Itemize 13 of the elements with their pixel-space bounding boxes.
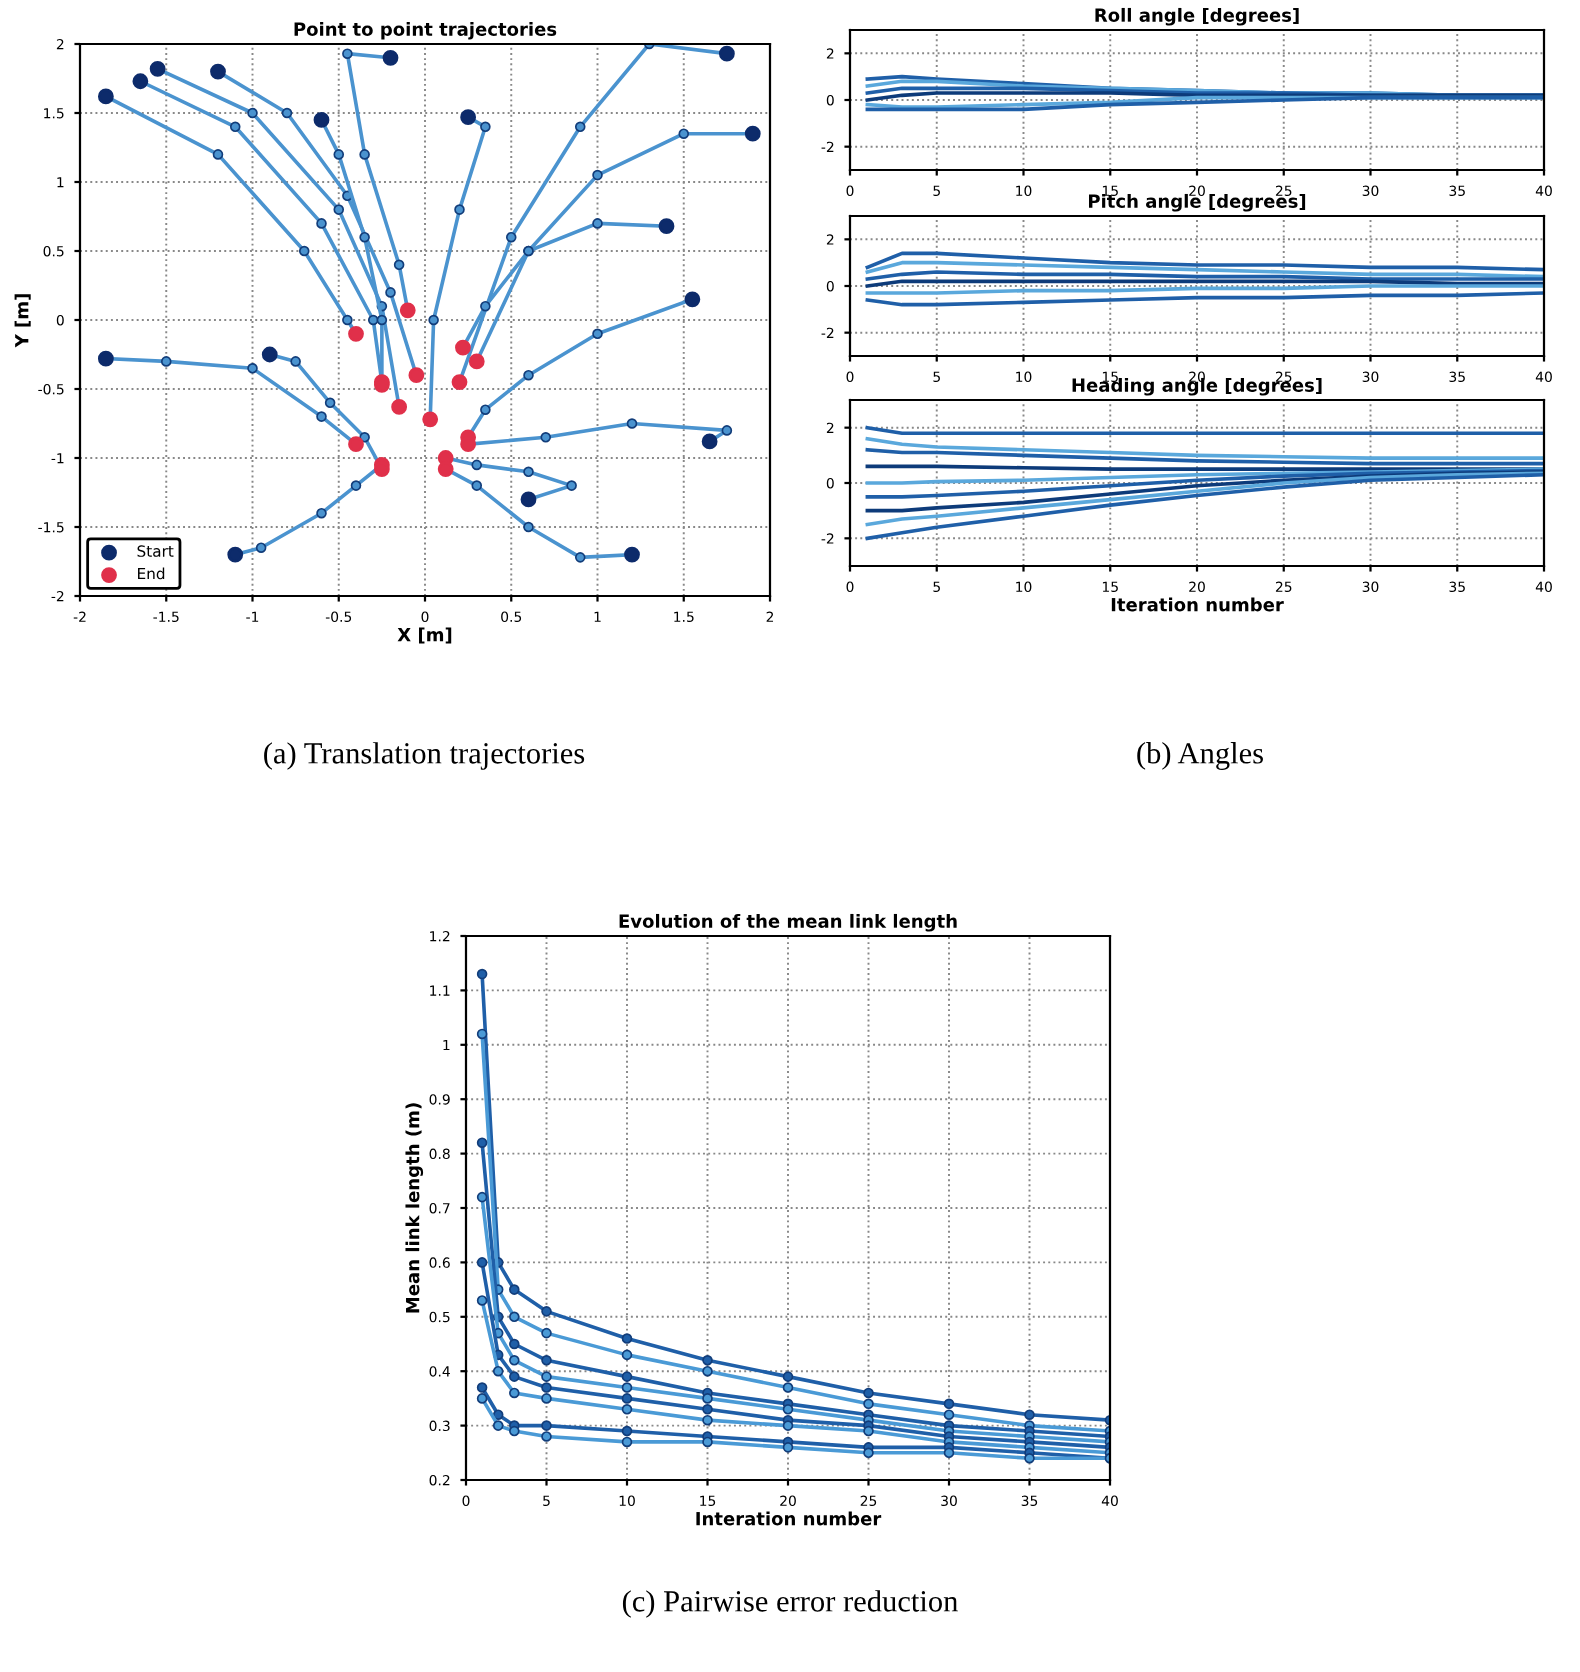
text: (a) Translation trajectories — [264, 742, 585, 770]
text: (b) Angles — [1137, 742, 1263, 770]
y-axis-title: Y [m] — [14, 294, 31, 348]
text: (c) Pairwise error reduction — [622, 1590, 958, 1618]
x-axis-title: Interation number — [696, 1511, 882, 1526]
chart-title: Roll angle [degrees] — [1095, 7, 1299, 26]
chart-title: Heading angle [degrees] — [1072, 377, 1322, 396]
chart-title: Pitch angle [degrees] — [1089, 193, 1306, 212]
chart-title: Point to point trajectories — [294, 21, 557, 40]
x-axis-title: Iteration number — [1111, 597, 1284, 612]
chart-title: Evolution of the mean link length — [619, 913, 957, 932]
y-axis-title: Mean link length (m) — [405, 1103, 424, 1313]
x-axis-title: X [m] — [397, 627, 452, 644]
